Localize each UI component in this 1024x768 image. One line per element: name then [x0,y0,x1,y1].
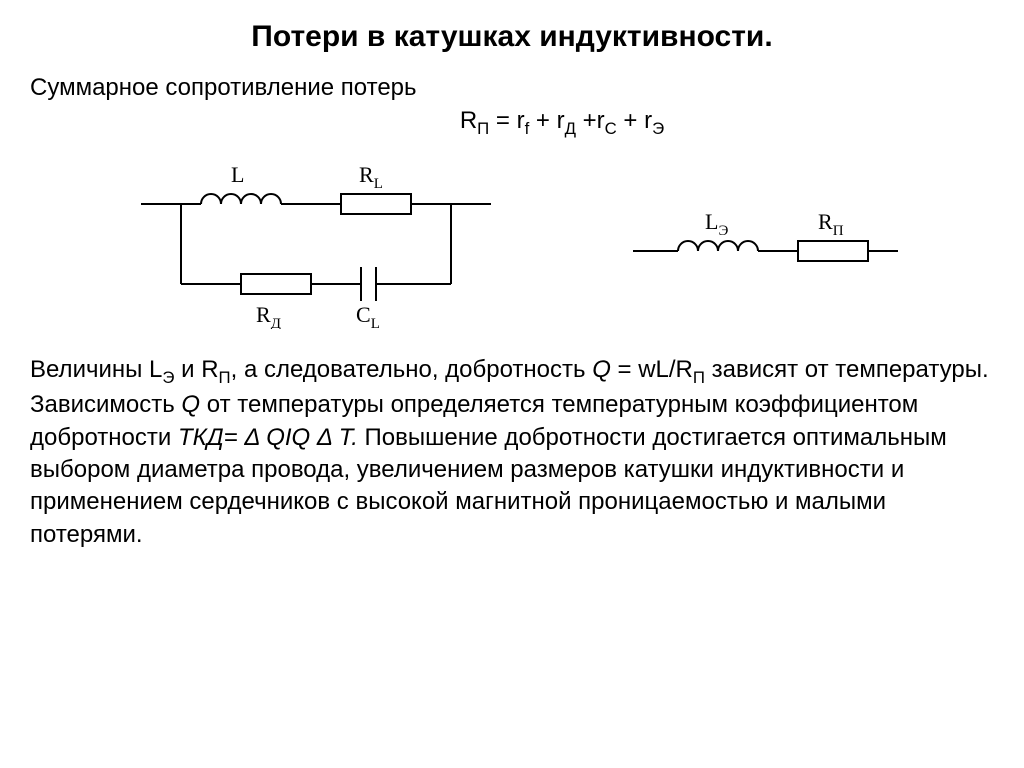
circuit-diagrams-row: L RL RД CL LЭ RП [30,154,994,329]
circuit-diagram-left: L RL RД CL [121,154,521,329]
subtitle-text: Суммарное сопротивление потерь [30,74,994,102]
description-text: Величины LЭ и RП, а следовательно, добро… [30,354,994,551]
label-L: L [231,162,244,187]
label-RL: RL [359,162,383,192]
circuit-diagram-right: LЭ RП [623,201,903,281]
label-RP: RП [818,209,844,239]
label-LE: LЭ [705,209,728,239]
label-RD: RД [256,302,281,329]
page-title: Потери в катушках индуктивности. [30,20,994,54]
label-CL: CL [356,302,380,329]
formula-text: RП = rf + rД +rС + rЭ [130,107,994,139]
